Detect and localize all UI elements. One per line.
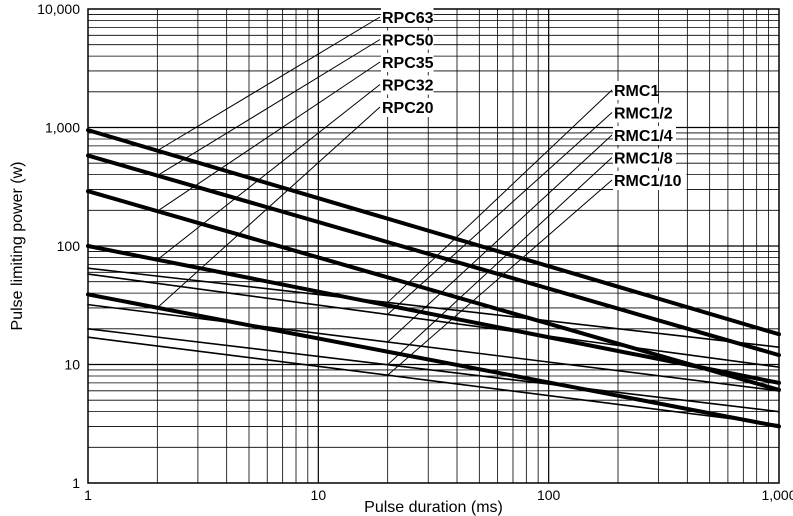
- leader-line-rpc63: [157, 16, 381, 152]
- series-line-rpc50: [86, 153, 781, 358]
- series-lines: [86, 128, 781, 429]
- series-line-rmc1: [87, 267, 780, 348]
- series-labels: RPC63 RPC50 RPC35 RPC32 RPC20 RMC1 RMC1/2 RMC1/…: [381, 8, 687, 190]
- label-bg-rmc1-4: [613, 126, 676, 145]
- label-bg-rpc35: [381, 53, 434, 72]
- series-label-rpc32: RPC32: [382, 78, 434, 95]
- x-tick-label: 100: [537, 487, 561, 503]
- series-label-rpc35: RPC35: [382, 55, 434, 72]
- x-tick-label: 1: [84, 487, 92, 503]
- leader-line-rmc1-4: [387, 134, 613, 343]
- leader-line-rpc50: [157, 39, 381, 176]
- series-label-rmc1-4: RMC1/4: [614, 128, 673, 145]
- series-line-rpc63: [86, 128, 781, 337]
- label-bg-rmc1-2: [613, 103, 676, 123]
- series-line-rmc1-4: [87, 303, 780, 392]
- series-label-rmc1-8: RMC1/8: [614, 151, 673, 168]
- y-tick-label: 10: [64, 357, 80, 373]
- leader-line-rmc1-8: [387, 157, 613, 366]
- series-line-rpc32: [86, 244, 781, 385]
- leader-line-rmc1: [387, 89, 613, 303]
- leader-line-rpc20: [157, 106, 381, 309]
- series-label-rmc1-10: RMC1/10: [614, 173, 682, 190]
- y-tick-label: 10,000: [37, 1, 80, 17]
- label-bg-rmc1: [613, 81, 655, 100]
- label-bg-rpc20: [381, 98, 434, 117]
- x-tick-label: 10: [311, 487, 327, 503]
- label-bg-rpc63: [381, 8, 434, 27]
- series-label-rpc20: RPC20: [382, 100, 434, 117]
- series-label-rmc1-2: RMC1/2: [614, 106, 673, 123]
- series-label-rmc1: RMC1: [614, 83, 659, 100]
- y-tick-labels: 1 10 100 1,000 10,000: [37, 1, 80, 491]
- y-tick-label: 100: [57, 238, 81, 254]
- label-bg-rmc1-10: [613, 171, 687, 190]
- series-line-rpc20: [86, 292, 781, 429]
- leader-line-rmc1-10: [387, 179, 613, 376]
- x-axis-label: Pulse duration (ms): [364, 499, 503, 516]
- series-line-rmc1-8: [87, 328, 780, 413]
- leader-line-rmc1-2: [387, 112, 613, 315]
- label-bg-rmc1-8: [613, 148, 676, 168]
- x-tick-label: 1,000: [761, 487, 793, 503]
- y-tick-label: 1,000: [45, 120, 80, 136]
- label-bg-rpc50: [381, 30, 434, 50]
- y-tick-label: 1: [72, 475, 80, 491]
- series-label-rpc63: RPC63: [382, 10, 434, 27]
- leader-line-rpc32: [157, 84, 381, 261]
- x-tick-labels: 1 10 100 1,000: [84, 487, 793, 503]
- y-axis-label: Pulse limiting power (w): [9, 162, 26, 331]
- label-leader-lines: [157, 16, 613, 376]
- series-label-rpc50: RPC50: [382, 33, 434, 50]
- series-line-rpc35: [86, 189, 781, 392]
- series-line-rmc1-10: [87, 336, 780, 426]
- series-line-rmc1-2: [87, 273, 780, 368]
- label-bg-rpc32: [381, 75, 434, 95]
- leader-line-rpc35: [157, 61, 381, 212]
